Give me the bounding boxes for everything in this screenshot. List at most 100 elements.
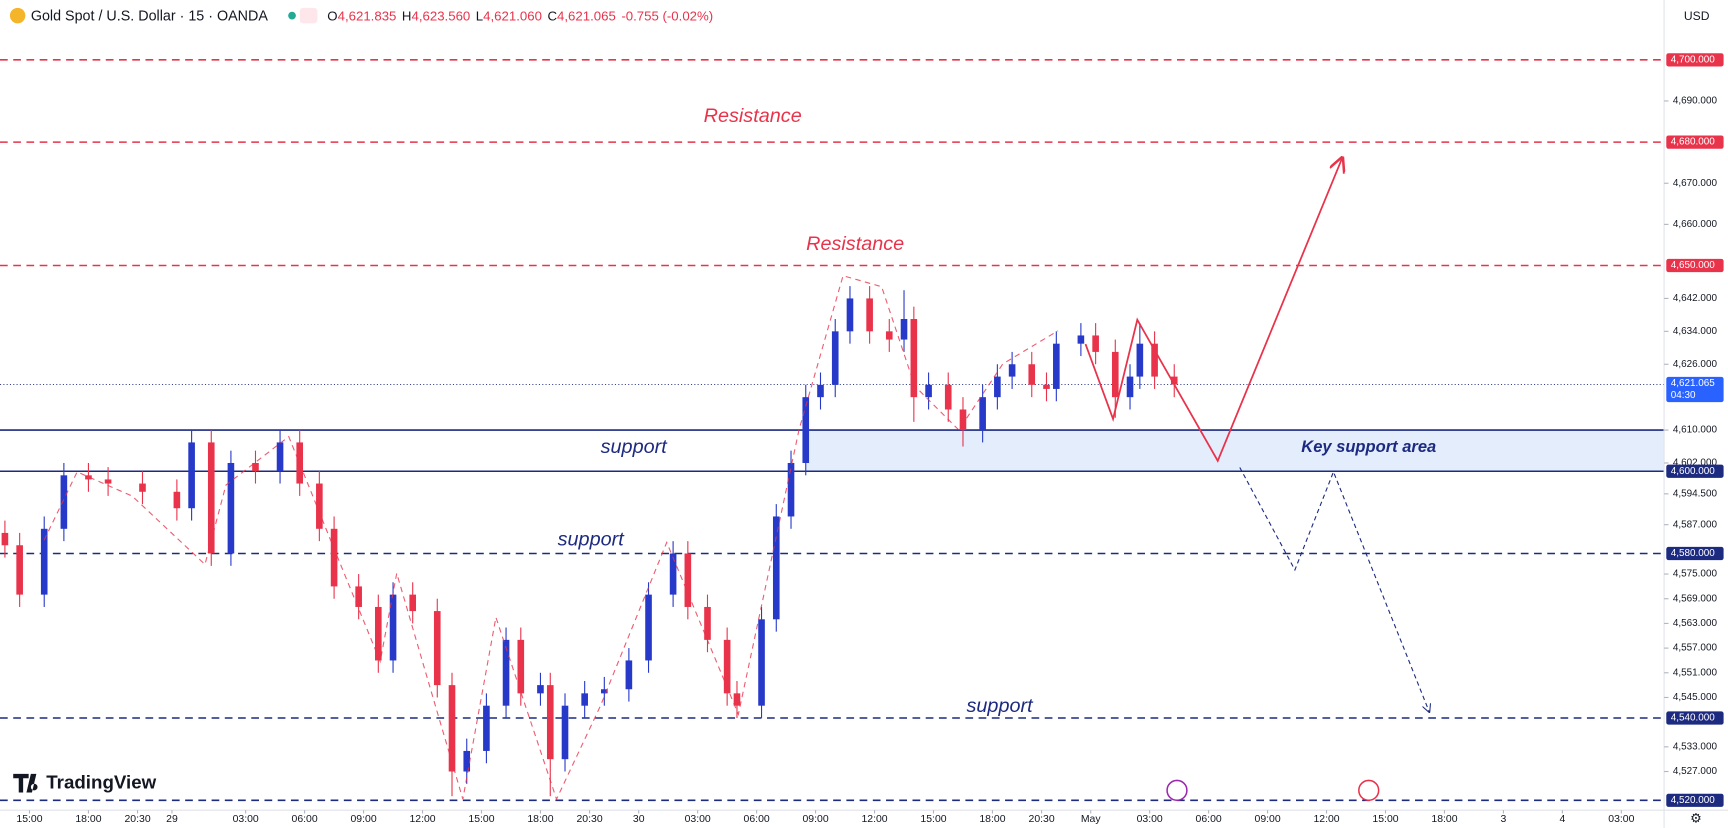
annotation: Resistance bbox=[704, 105, 802, 127]
x-tick-label: 3 bbox=[1501, 814, 1507, 825]
candle-body bbox=[173, 491, 181, 509]
last-price-label: 4,621.065 bbox=[1671, 378, 1716, 389]
x-tick-label: 30 bbox=[633, 814, 645, 825]
alt-projection bbox=[1239, 467, 1430, 712]
candle-body bbox=[546, 685, 554, 760]
level-label: 4,700.000 bbox=[1671, 54, 1716, 65]
candle-body bbox=[669, 553, 677, 595]
y-tick-label: 4,533.000 bbox=[1673, 741, 1718, 752]
candle-body bbox=[1053, 343, 1060, 389]
candle-body bbox=[758, 619, 765, 706]
candle-body bbox=[1043, 384, 1050, 389]
x-tick-label: 20:30 bbox=[576, 814, 602, 825]
o-label: O bbox=[327, 8, 337, 23]
level-badge bbox=[1666, 53, 1724, 67]
x-tick-label: 4 bbox=[1559, 814, 1565, 825]
symbol-icon bbox=[9, 7, 26, 24]
candle-body bbox=[900, 319, 908, 340]
y-tick-label: 4,670.000 bbox=[1673, 178, 1718, 189]
level-badge bbox=[1666, 258, 1724, 273]
candle-body bbox=[252, 462, 259, 472]
y-tick-label: 4,557.000 bbox=[1673, 643, 1718, 654]
ohlc: O4,621.835 H4,623.560 L4,621.060 C4,621.065… bbox=[327, 8, 713, 23]
candle-body bbox=[959, 409, 967, 431]
annotation: support bbox=[601, 436, 669, 458]
annotation: Resistance bbox=[806, 233, 904, 255]
event-icon[interactable] bbox=[1358, 779, 1380, 802]
level-badge bbox=[1666, 464, 1724, 478]
candle-body bbox=[1151, 343, 1158, 377]
candle-body bbox=[1111, 351, 1119, 398]
candle-body bbox=[625, 660, 633, 690]
market-status bbox=[288, 11, 296, 20]
y-tick-label: 4,575.000 bbox=[1673, 569, 1718, 580]
brand-logo bbox=[13, 773, 38, 793]
candle-body bbox=[40, 528, 48, 595]
candle-body bbox=[375, 606, 382, 661]
x-tick-label: 15:00 bbox=[1372, 814, 1398, 825]
candle-body bbox=[330, 528, 338, 587]
x-tick-label: 18:00 bbox=[527, 814, 553, 825]
header: Gold Spot / U.S. Dollar · 15 · OANDA O4,… bbox=[9, 7, 1710, 24]
candle-body bbox=[885, 331, 893, 340]
y-tick-label: 4,527.000 bbox=[1673, 766, 1718, 777]
l-label: L bbox=[476, 8, 483, 23]
candle-body bbox=[645, 594, 652, 661]
y-tick-label: 4,569.000 bbox=[1673, 593, 1718, 604]
x-tick-label: 12:00 bbox=[1313, 814, 1339, 825]
countdown: 04:30 bbox=[1671, 390, 1696, 401]
candle-body bbox=[188, 442, 195, 509]
x-tick-label: 12:00 bbox=[861, 814, 887, 825]
x-tick-label: 18:00 bbox=[979, 814, 1005, 825]
y-tick-label: 4,587.000 bbox=[1673, 519, 1718, 530]
level-label: 4,580.000 bbox=[1671, 548, 1716, 559]
candle-body bbox=[925, 384, 932, 398]
candle-body bbox=[463, 750, 471, 772]
level-label: 4,520.000 bbox=[1671, 795, 1716, 806]
candle-body bbox=[276, 442, 284, 472]
candle-body bbox=[787, 462, 795, 517]
candle-body bbox=[1136, 343, 1144, 377]
candle-body bbox=[601, 689, 608, 694]
candle-body bbox=[1092, 335, 1099, 352]
y-tick-label: 4,594.500 bbox=[1673, 488, 1718, 499]
candle-body bbox=[85, 475, 92, 480]
currency[interactable]: USD bbox=[1684, 9, 1710, 23]
projection-arrow bbox=[1084, 158, 1343, 463]
x-tick-label: 18:00 bbox=[1431, 814, 1457, 825]
y-tick-label: 4,602.000 bbox=[1673, 458, 1718, 469]
candle-body bbox=[16, 545, 23, 595]
y-tick-label: 4,626.000 bbox=[1673, 359, 1718, 370]
annotation: support bbox=[966, 695, 1034, 717]
x-tick-label: 03:00 bbox=[1608, 814, 1634, 825]
candle-body bbox=[910, 319, 918, 398]
x-tick-label: 29 bbox=[166, 814, 178, 825]
x-tick-label: 09:00 bbox=[1255, 814, 1281, 825]
candle-body bbox=[207, 442, 215, 554]
candle-body bbox=[561, 705, 569, 760]
level-label: 4,650.000 bbox=[1671, 260, 1716, 271]
x-tick-label: 12:00 bbox=[409, 814, 435, 825]
candle-body bbox=[772, 516, 780, 620]
annotation: Key support area bbox=[1301, 437, 1436, 456]
candle-body bbox=[60, 475, 68, 529]
event-icon[interactable] bbox=[1166, 779, 1188, 802]
candle-body bbox=[355, 586, 362, 607]
y-tick-label: 4,690.000 bbox=[1673, 96, 1718, 107]
candle-body bbox=[994, 376, 1001, 398]
candle-body bbox=[1170, 376, 1178, 385]
candle-body bbox=[846, 298, 854, 332]
candle-body bbox=[448, 685, 456, 772]
o-value: 4,621.835 bbox=[338, 8, 397, 23]
y-tick-label: 4,642.000 bbox=[1673, 293, 1718, 304]
settings-icon[interactable]: ⚙ bbox=[1690, 811, 1702, 826]
candle-body bbox=[979, 397, 986, 431]
x-tick-label: 20:30 bbox=[124, 814, 150, 825]
symbol-title: Gold Spot / U.S. Dollar · 15 · OANDA bbox=[31, 8, 268, 24]
candle-body bbox=[517, 639, 525, 694]
y-tick-label: 4,610.000 bbox=[1673, 425, 1718, 436]
candle-body bbox=[944, 384, 952, 410]
x-tick-label: 03:00 bbox=[685, 814, 711, 825]
status-badge bbox=[299, 7, 318, 24]
